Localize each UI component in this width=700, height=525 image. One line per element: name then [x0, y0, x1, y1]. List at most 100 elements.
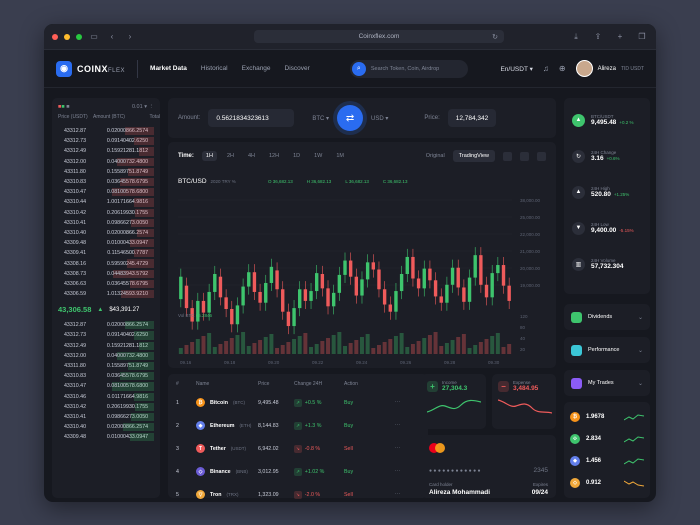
- nav-item-exchange[interactable]: Exchange: [241, 65, 271, 72]
- candle-body[interactable]: [365, 262, 370, 280]
- ask-row[interactable]: 43306.59 1.01324 593.9210: [52, 289, 160, 299]
- bid-row[interactable]: 43312.87 0.02000 866.2574: [52, 320, 160, 330]
- ask-row[interactable]: 43312.00 0.04000 732.4800: [52, 157, 160, 167]
- candle-body[interactable]: [179, 276, 183, 300]
- candle-body[interactable]: [422, 268, 426, 289]
- bell-icon[interactable]: ♫: [542, 64, 549, 73]
- candle-body[interactable]: [360, 279, 364, 296]
- tabs-icon[interactable]: ❐: [638, 31, 646, 41]
- candle-body[interactable]: [201, 300, 206, 313]
- minimize-dot[interactable]: [64, 33, 70, 40]
- candle-body[interactable]: [269, 266, 274, 283]
- nav-item-discover[interactable]: Discover: [284, 65, 310, 72]
- candle-body[interactable]: [490, 273, 494, 298]
- forward-icon[interactable]: ›: [128, 32, 132, 41]
- bid-row[interactable]: 43311.80 0.15589 751.8749: [52, 361, 160, 371]
- candle-body[interactable]: [247, 272, 251, 287]
- candle-body[interactable]: [292, 308, 296, 327]
- bid-row[interactable]: 43310.47 0.08100 578.6800: [52, 381, 160, 391]
- performance-accordion[interactable]: Performance ⌄: [564, 337, 650, 363]
- price-input[interactable]: 12,784,342: [447, 109, 497, 127]
- timeframe-1d[interactable]: 1D: [293, 153, 301, 159]
- candle-body[interactable]: [235, 305, 240, 325]
- candle-body[interactable]: [467, 277, 472, 302]
- sidebar-icon[interactable]: ▭: [90, 32, 98, 41]
- candle-body[interactable]: [450, 267, 455, 285]
- candle-body[interactable]: [501, 265, 506, 286]
- holding-row[interactable]: ⟐ 2.834: [570, 428, 644, 450]
- candle-body[interactable]: [184, 285, 189, 309]
- candle-body[interactable]: [190, 308, 194, 322]
- back-icon[interactable]: ‹: [110, 32, 114, 41]
- candle-body[interactable]: [456, 267, 460, 288]
- bid-row[interactable]: 43312.73 0.09140 402.6250: [52, 330, 160, 340]
- timeframe-1h[interactable]: 1H: [201, 151, 217, 161]
- action-button[interactable]: Buy: [344, 399, 354, 406]
- table-row[interactable]: 4 ◇ Binance (BNB) 3,012.95 ↗ +1.02 % Buy ⋯: [168, 460, 428, 483]
- bid-row[interactable]: 43310.40 0.02000 866.2574: [52, 422, 160, 432]
- candle-body[interactable]: [484, 284, 489, 298]
- precision-select[interactable]: 0.01 ▾ ⋮: [131, 104, 154, 110]
- action-button[interactable]: Sell: [344, 445, 353, 452]
- ask-row[interactable]: 43310.83 0.03645 578.6795: [52, 177, 160, 187]
- ask-row[interactable]: 43306.63 0.03645 578.6795: [52, 279, 160, 289]
- search-input[interactable]: Search Token, Coin, Airdrop: [370, 65, 440, 72]
- candle-body[interactable]: [196, 300, 200, 322]
- new-tab-icon[interactable]: +: [617, 31, 623, 41]
- ask-row[interactable]: 43312.87 0.02000 866.2574: [52, 126, 160, 136]
- fullscreen-icon[interactable]: [503, 151, 512, 161]
- timeframe-4h[interactable]: 4H: [247, 153, 255, 159]
- ask-row[interactable]: 43309.41 0.11546 500.7787: [52, 248, 160, 258]
- share-icon[interactable]: ⇪: [594, 31, 602, 41]
- ask-row[interactable]: 43312.49 0.15921 281.1812: [52, 146, 160, 156]
- candle-body[interactable]: [218, 276, 223, 298]
- candle-body[interactable]: [388, 304, 392, 312]
- candle-body[interactable]: [258, 291, 262, 303]
- income-card[interactable]: + Income 27,304.3: [421, 374, 486, 429]
- candle-body[interactable]: [479, 255, 483, 285]
- candle-body[interactable]: [343, 260, 347, 275]
- view-toggle-icons[interactable]: ■■ ■: [58, 104, 70, 110]
- ask-row[interactable]: 43310.44 1.00171 664.9816: [52, 197, 160, 207]
- candle-body[interactable]: [371, 262, 376, 270]
- candle-body[interactable]: [433, 280, 438, 297]
- ask-row[interactable]: 43312.73 0.09140 402.6250: [52, 136, 160, 146]
- candle-body[interactable]: [275, 270, 279, 290]
- user-profile[interactable]: Alireza TID USDT: [575, 60, 644, 77]
- more-icon[interactable]: ⋯: [394, 445, 400, 452]
- mytrades-accordion[interactable]: My Trades ⌄: [564, 370, 650, 396]
- ask-row[interactable]: 43308.16 0.59590 245.4729: [52, 258, 160, 268]
- candle-body[interactable]: [394, 291, 398, 312]
- candle-body[interactable]: [462, 287, 466, 302]
- pair-selector[interactable]: En/USDT ▾: [500, 65, 533, 73]
- candle-body[interactable]: [298, 289, 302, 309]
- candle-body[interactable]: [309, 291, 313, 301]
- swap-button[interactable]: ⇄: [337, 105, 364, 131]
- expense-card[interactable]: − Expense 3,484.95: [492, 374, 556, 429]
- candle-body[interactable]: [337, 274, 342, 293]
- bid-row[interactable]: 43309.48 0.01000 433.0947: [52, 432, 160, 442]
- candle-body[interactable]: [348, 260, 353, 277]
- search-icon[interactable]: ⌕: [351, 61, 366, 76]
- more-icon[interactable]: ⋯: [394, 491, 400, 498]
- candle-body[interactable]: [439, 296, 443, 303]
- candle-body[interactable]: [207, 291, 211, 313]
- close-dot[interactable]: [52, 33, 58, 40]
- bid-row[interactable]: 43312.00 0.04000 732.4800: [52, 351, 160, 361]
- address-bar[interactable]: Coinxflex.com ↻: [254, 30, 504, 43]
- candle-body[interactable]: [314, 273, 319, 292]
- bid-row[interactable]: 43310.46 0.01171 664.9816: [52, 392, 160, 402]
- candle-body[interactable]: [445, 284, 449, 303]
- bid-row[interactable]: 43312.49 0.15921 281.1812: [52, 341, 160, 351]
- candle-body[interactable]: [377, 269, 381, 290]
- timeframe-12h[interactable]: 12H: [269, 153, 280, 159]
- table-row[interactable]: 5 ▽ Tron (TRX) 1,323.09 ↘ -2.0 % Sell ⋯: [168, 483, 428, 502]
- ask-row[interactable]: 43310.42 0.20619 930.1755: [52, 208, 160, 218]
- candle-body[interactable]: [213, 274, 217, 292]
- holding-row[interactable]: ◇ 0.912: [570, 472, 644, 494]
- camera-icon[interactable]: [520, 151, 529, 161]
- candle-body[interactable]: [331, 292, 336, 307]
- more-icon[interactable]: ⋯: [394, 422, 400, 429]
- nav-item-market-data[interactable]: Market Data: [150, 65, 187, 72]
- candle-body[interactable]: [411, 256, 415, 279]
